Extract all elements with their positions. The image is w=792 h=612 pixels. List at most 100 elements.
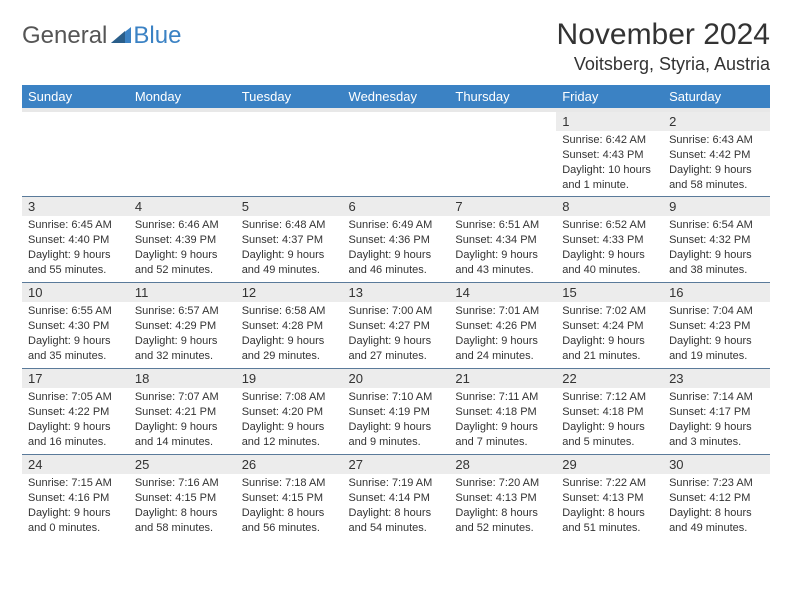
day-details: Sunrise: 6:46 AMSunset: 4:39 PMDaylight:… — [129, 216, 236, 281]
day-details: Sunrise: 7:11 AMSunset: 4:18 PMDaylight:… — [449, 388, 556, 453]
calendar-week-row: 3Sunrise: 6:45 AMSunset: 4:40 PMDaylight… — [22, 197, 770, 283]
calendar-day-cell: 4Sunrise: 6:46 AMSunset: 4:39 PMDaylight… — [129, 197, 236, 283]
day-details: Sunrise: 7:10 AMSunset: 4:19 PMDaylight:… — [343, 388, 450, 453]
day-number: 30 — [663, 455, 770, 474]
logo-text-blue: Blue — [133, 22, 181, 50]
day-number: 26 — [236, 455, 343, 474]
day-number: 21 — [449, 369, 556, 388]
calendar-day-cell: 11Sunrise: 6:57 AMSunset: 4:29 PMDayligh… — [129, 283, 236, 369]
day-details: Sunrise: 6:48 AMSunset: 4:37 PMDaylight:… — [236, 216, 343, 281]
location-subtitle: Voitsberg, Styria, Austria — [557, 54, 770, 75]
calendar-day-cell: 13Sunrise: 7:00 AMSunset: 4:27 PMDayligh… — [343, 283, 450, 369]
weekday-header: Tuesday — [236, 85, 343, 110]
day-details: Sunrise: 6:54 AMSunset: 4:32 PMDaylight:… — [663, 216, 770, 281]
calendar-day-cell: 18Sunrise: 7:07 AMSunset: 4:21 PMDayligh… — [129, 369, 236, 455]
logo-text-gray: General — [22, 22, 107, 50]
calendar-day-cell: 2Sunrise: 6:43 AMSunset: 4:42 PMDaylight… — [663, 110, 770, 197]
calendar-day-cell — [343, 110, 450, 197]
calendar-day-cell: 1Sunrise: 6:42 AMSunset: 4:43 PMDaylight… — [556, 110, 663, 197]
calendar-day-cell: 8Sunrise: 6:52 AMSunset: 4:33 PMDaylight… — [556, 197, 663, 283]
header: General Blue November 2024 Voitsberg, St… — [22, 18, 770, 75]
calendar-day-cell: 17Sunrise: 7:05 AMSunset: 4:22 PMDayligh… — [22, 369, 129, 455]
day-details: Sunrise: 7:18 AMSunset: 4:15 PMDaylight:… — [236, 474, 343, 539]
day-details: Sunrise: 7:01 AMSunset: 4:26 PMDaylight:… — [449, 302, 556, 367]
calendar-day-cell: 25Sunrise: 7:16 AMSunset: 4:15 PMDayligh… — [129, 455, 236, 541]
day-number: 19 — [236, 369, 343, 388]
day-details: Sunrise: 7:12 AMSunset: 4:18 PMDaylight:… — [556, 388, 663, 453]
day-details: Sunrise: 6:58 AMSunset: 4:28 PMDaylight:… — [236, 302, 343, 367]
calendar-day-cell: 16Sunrise: 7:04 AMSunset: 4:23 PMDayligh… — [663, 283, 770, 369]
day-number: 12 — [236, 283, 343, 302]
day-details: Sunrise: 7:05 AMSunset: 4:22 PMDaylight:… — [22, 388, 129, 453]
weekday-header: Saturday — [663, 85, 770, 110]
calendar-day-cell: 7Sunrise: 6:51 AMSunset: 4:34 PMDaylight… — [449, 197, 556, 283]
day-details: Sunrise: 7:08 AMSunset: 4:20 PMDaylight:… — [236, 388, 343, 453]
weekday-header: Friday — [556, 85, 663, 110]
calendar-day-cell: 10Sunrise: 6:55 AMSunset: 4:30 PMDayligh… — [22, 283, 129, 369]
day-number: 16 — [663, 283, 770, 302]
day-details: Sunrise: 7:16 AMSunset: 4:15 PMDaylight:… — [129, 474, 236, 539]
calendar-day-cell: 19Sunrise: 7:08 AMSunset: 4:20 PMDayligh… — [236, 369, 343, 455]
day-details: Sunrise: 7:23 AMSunset: 4:12 PMDaylight:… — [663, 474, 770, 539]
calendar-day-cell: 21Sunrise: 7:11 AMSunset: 4:18 PMDayligh… — [449, 369, 556, 455]
day-number: 18 — [129, 369, 236, 388]
day-number: 17 — [22, 369, 129, 388]
day-number: 6 — [343, 197, 450, 216]
weekday-header: Sunday — [22, 85, 129, 110]
day-number: 28 — [449, 455, 556, 474]
day-number: 20 — [343, 369, 450, 388]
day-details: Sunrise: 6:55 AMSunset: 4:30 PMDaylight:… — [22, 302, 129, 367]
calendar-week-row: 17Sunrise: 7:05 AMSunset: 4:22 PMDayligh… — [22, 369, 770, 455]
day-number: 11 — [129, 283, 236, 302]
day-details: Sunrise: 7:02 AMSunset: 4:24 PMDaylight:… — [556, 302, 663, 367]
calendar-day-cell: 28Sunrise: 7:20 AMSunset: 4:13 PMDayligh… — [449, 455, 556, 541]
weekday-header: Monday — [129, 85, 236, 110]
day-number: 5 — [236, 197, 343, 216]
day-number: 24 — [22, 455, 129, 474]
day-details: Sunrise: 6:51 AMSunset: 4:34 PMDaylight:… — [449, 216, 556, 281]
page-title: November 2024 — [557, 18, 770, 52]
calendar-day-cell: 29Sunrise: 7:22 AMSunset: 4:13 PMDayligh… — [556, 455, 663, 541]
day-number: 2 — [663, 112, 770, 131]
day-details: Sunrise: 6:42 AMSunset: 4:43 PMDaylight:… — [556, 131, 663, 196]
weekday-header: Wednesday — [343, 85, 450, 110]
day-number: 1 — [556, 112, 663, 131]
day-number: 8 — [556, 197, 663, 216]
day-number: 3 — [22, 197, 129, 216]
calendar-day-cell — [449, 110, 556, 197]
calendar-week-row: 24Sunrise: 7:15 AMSunset: 4:16 PMDayligh… — [22, 455, 770, 541]
day-number: 14 — [449, 283, 556, 302]
triangle-icon — [111, 22, 131, 50]
calendar-day-cell: 14Sunrise: 7:01 AMSunset: 4:26 PMDayligh… — [449, 283, 556, 369]
day-details: Sunrise: 7:22 AMSunset: 4:13 PMDaylight:… — [556, 474, 663, 539]
day-details: Sunrise: 6:52 AMSunset: 4:33 PMDaylight:… — [556, 216, 663, 281]
day-details: Sunrise: 7:19 AMSunset: 4:14 PMDaylight:… — [343, 474, 450, 539]
day-number: 25 — [129, 455, 236, 474]
day-details: Sunrise: 6:45 AMSunset: 4:40 PMDaylight:… — [22, 216, 129, 281]
calendar-day-cell: 6Sunrise: 6:49 AMSunset: 4:36 PMDaylight… — [343, 197, 450, 283]
calendar-week-row: 1Sunrise: 6:42 AMSunset: 4:43 PMDaylight… — [22, 110, 770, 197]
calendar-day-cell: 12Sunrise: 6:58 AMSunset: 4:28 PMDayligh… — [236, 283, 343, 369]
day-number: 4 — [129, 197, 236, 216]
day-details: Sunrise: 7:07 AMSunset: 4:21 PMDaylight:… — [129, 388, 236, 453]
calendar-day-cell: 24Sunrise: 7:15 AMSunset: 4:16 PMDayligh… — [22, 455, 129, 541]
weekday-header: Thursday — [449, 85, 556, 110]
day-details: Sunrise: 7:00 AMSunset: 4:27 PMDaylight:… — [343, 302, 450, 367]
day-details: Sunrise: 6:57 AMSunset: 4:29 PMDaylight:… — [129, 302, 236, 367]
calendar-day-cell: 5Sunrise: 6:48 AMSunset: 4:37 PMDaylight… — [236, 197, 343, 283]
day-number: 10 — [22, 283, 129, 302]
day-details: Sunrise: 7:20 AMSunset: 4:13 PMDaylight:… — [449, 474, 556, 539]
day-number: 29 — [556, 455, 663, 474]
day-details: Sunrise: 7:04 AMSunset: 4:23 PMDaylight:… — [663, 302, 770, 367]
day-number: 15 — [556, 283, 663, 302]
calendar-day-cell: 3Sunrise: 6:45 AMSunset: 4:40 PMDaylight… — [22, 197, 129, 283]
day-details: Sunrise: 7:14 AMSunset: 4:17 PMDaylight:… — [663, 388, 770, 453]
calendar-day-cell — [236, 110, 343, 197]
day-number: 13 — [343, 283, 450, 302]
day-details: Sunrise: 6:43 AMSunset: 4:42 PMDaylight:… — [663, 131, 770, 196]
calendar-day-cell: 22Sunrise: 7:12 AMSunset: 4:18 PMDayligh… — [556, 369, 663, 455]
calendar-day-cell: 20Sunrise: 7:10 AMSunset: 4:19 PMDayligh… — [343, 369, 450, 455]
calendar-day-cell — [129, 110, 236, 197]
day-number: 27 — [343, 455, 450, 474]
calendar-day-cell — [22, 110, 129, 197]
